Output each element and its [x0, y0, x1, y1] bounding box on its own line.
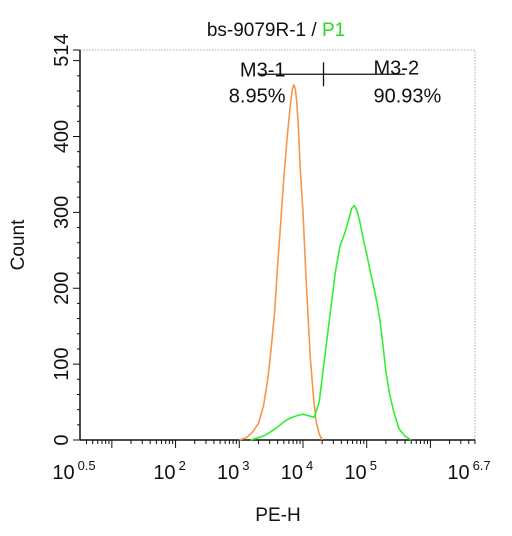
- y-tick-label: 400: [51, 120, 73, 153]
- axis-ticks: 10 0.5 10 2 10 3 10 4 10 5 10 6.7 0 100 200 300 400 514: [51, 33, 491, 484]
- plot-frame: [79, 49, 476, 441]
- y-tick-label: 0: [51, 434, 73, 445]
- marker-gates: M3-1 8.95% M3-2 90.93%: [229, 57, 442, 107]
- chart-title-sample: bs-9079R-1: [207, 20, 306, 41]
- y-axis-label: Count: [8, 219, 29, 270]
- y-tick-label: 514: [51, 33, 73, 66]
- gate-m3-1-percent: 8.95%: [229, 85, 286, 107]
- x-tick-label: 10 6.7: [447, 458, 490, 484]
- x-tick-label: 10 5: [344, 458, 376, 484]
- chart-title-separator: /: [306, 20, 322, 41]
- y-tick-label: 300: [51, 196, 73, 229]
- gate-m3-2-percent: 90.93%: [374, 85, 442, 107]
- x-tick-label: 10 4: [281, 458, 313, 484]
- y-tick-label: 200: [51, 272, 73, 305]
- histogram-series-1: [239, 84, 323, 441]
- x-tick-label: 10 0.5: [52, 458, 95, 484]
- gate-m3-2-name: M3-2: [374, 57, 420, 79]
- gate-m3-1-name: M3-1: [240, 59, 286, 81]
- histogram-series: [239, 84, 412, 441]
- histogram-series-2: [250, 204, 412, 441]
- chart-title-gate: P1: [322, 20, 345, 41]
- x-tick-label: 10 3: [217, 458, 249, 484]
- x-tick-label: 10 2: [153, 458, 185, 484]
- chart-title: bs-9079R-1 / P1: [207, 20, 345, 41]
- y-tick-label: 100: [51, 347, 73, 380]
- x-axis-label: PE-H: [255, 505, 300, 526]
